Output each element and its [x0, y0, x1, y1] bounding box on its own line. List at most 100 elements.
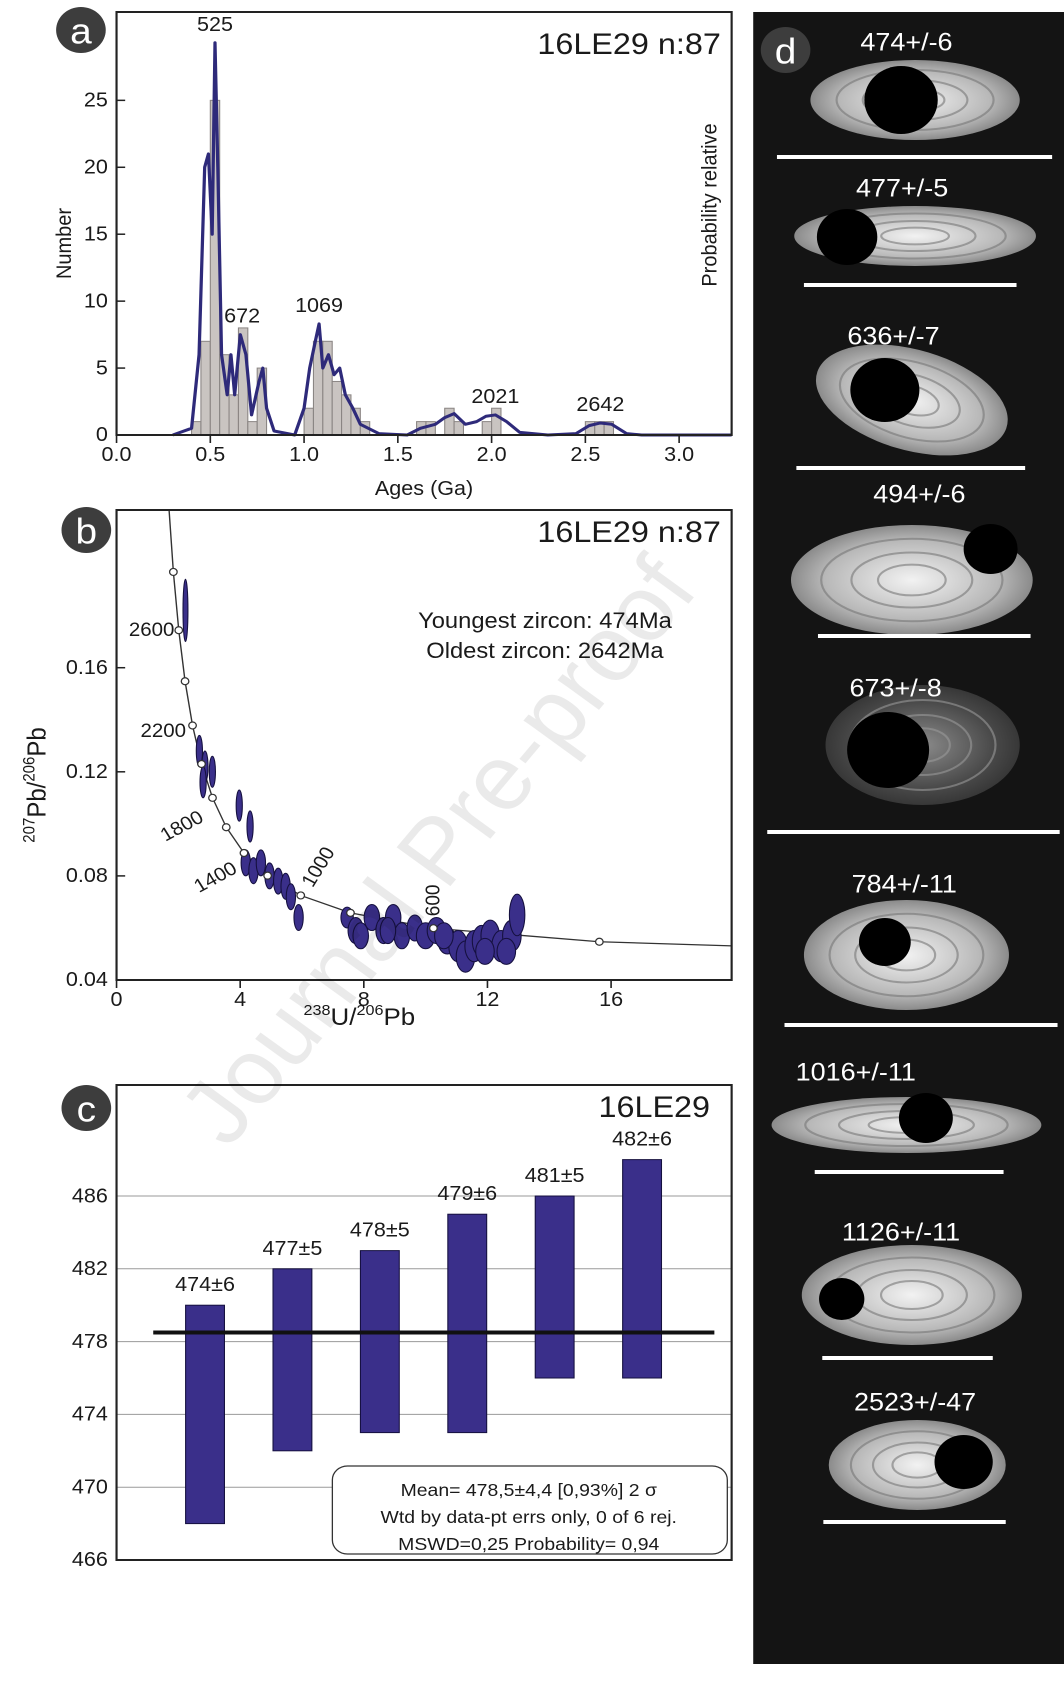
y-tick-label: 0 [96, 424, 108, 446]
y-tick-label: 474 [72, 1403, 108, 1425]
value-label: 482±6 [612, 1128, 672, 1150]
grain-age-label: 784+/-11 [852, 870, 957, 899]
data-ellipse [352, 922, 369, 950]
histogram-bar [303, 407, 314, 436]
zircon-zoning [880, 226, 951, 246]
zircon-zoning [854, 926, 959, 984]
y-tick-label: 20 [84, 156, 108, 178]
peak-label: 672 [224, 305, 260, 327]
value-label: 479±6 [437, 1183, 497, 1205]
peak-label: 1069 [295, 295, 343, 317]
y-tick-label: 466 [72, 1549, 108, 1571]
concordia-age-marker [174, 626, 184, 635]
laser-spot [864, 66, 938, 134]
stats-box [331, 1465, 728, 1555]
laser-spot [963, 524, 1018, 574]
y-tick-label: 5 [96, 357, 108, 379]
panel-label: c [77, 1089, 96, 1129]
x-tick-label: 3.0 [664, 444, 694, 466]
data-ellipse [508, 893, 526, 937]
y-tick-label: 0.08 [66, 865, 108, 887]
error-box [185, 1304, 225, 1525]
image-panel-background [753, 12, 1064, 1664]
x-tick-label: 4 [234, 989, 246, 1011]
error-box [534, 1195, 575, 1379]
laser-spot [934, 1435, 993, 1489]
x-tick-label: 1.0 [289, 444, 319, 466]
concordia-age-marker [208, 793, 217, 802]
histogram-bar [331, 380, 343, 436]
data-ellipse [434, 922, 454, 950]
zircon-zoning [850, 551, 974, 609]
value-label: 474±6 [175, 1274, 235, 1296]
zircon-zoning [879, 1280, 944, 1310]
laser-spot [850, 358, 920, 422]
y-tick-label: 15 [84, 223, 108, 245]
concordia-age-marker [263, 871, 273, 880]
peak-label: 525 [197, 13, 233, 35]
x-tick-label: 0.5 [195, 444, 225, 466]
grain-age-label: 474+/-6 [860, 28, 952, 57]
histogram-bar [247, 421, 258, 436]
zircon-zoning [838, 357, 985, 443]
histogram-bar [228, 394, 239, 436]
axis-label-part: Pb [23, 727, 52, 756]
panel-label-badge [61, 507, 112, 553]
histogram-bar [200, 340, 211, 436]
concordia-age-label: 2200 [140, 721, 186, 742]
data-ellipse [496, 937, 517, 965]
axis-label-superscript: 206 [356, 1003, 383, 1019]
x-tick-label: 0.0 [102, 444, 132, 466]
x-tick-label: 0 [111, 989, 123, 1011]
y-tick-label: 0.12 [66, 761, 108, 783]
data-ellipse [379, 917, 397, 945]
chart-title: 16LE29 [599, 1090, 711, 1124]
x-tick-label: 16 [599, 989, 623, 1011]
concordia-age-label: 1800 [157, 807, 208, 846]
zircon-zoning [876, 563, 947, 597]
x-axis-label: Ages (Ga) [375, 478, 473, 500]
data-ellipse [235, 789, 243, 822]
data-ellipse [199, 766, 207, 799]
peak-label: 2642 [576, 394, 624, 416]
panel-label-badge [760, 27, 811, 73]
probability-curve [172, 41, 732, 437]
y-tick-label: 0.04 [66, 969, 108, 991]
histogram-bar [453, 421, 465, 436]
axis-label-superscript: 206 [21, 757, 39, 782]
concordia-age-marker [346, 908, 355, 917]
concordia-age-marker [296, 891, 306, 900]
data-ellipse [475, 937, 495, 965]
grain-age-label: 494+/-6 [873, 480, 965, 509]
concordia-age-marker [594, 937, 604, 946]
chart-title: 16LE29 n:87 [537, 27, 721, 61]
data-ellipse [246, 810, 254, 843]
value-label: 477±5 [263, 1238, 323, 1260]
histogram-bar [491, 407, 502, 436]
y-tick-label: 10 [84, 290, 108, 312]
concordia-age-label: 1000 [297, 844, 340, 891]
panel-label-badge [61, 1085, 112, 1131]
concordia-age-label: 1400 [190, 858, 241, 897]
error-box [272, 1268, 313, 1452]
axis-label-superscript: 238 [304, 1003, 331, 1019]
concordia-age-label: 600 [422, 885, 445, 917]
y-axis-label: Number [53, 208, 77, 279]
concordia-age-marker [197, 759, 206, 769]
stats-line: MSWD=0,25 Probability= 0,94 [398, 1534, 659, 1554]
y-tick-label: 0.16 [66, 657, 108, 679]
plot-frame [115, 1084, 733, 1561]
grain-age-label: 477+/-5 [856, 174, 948, 203]
data-ellipse [182, 578, 189, 643]
annotation: Youngest zircon: 474Ma [418, 608, 672, 633]
plot-frame [115, 11, 733, 436]
y-tick-label: 25 [84, 89, 108, 111]
data-ellipse [208, 755, 216, 788]
error-box [359, 1250, 400, 1434]
grain-age-label: 2523+/-47 [854, 1388, 976, 1417]
concordia-age-marker [180, 677, 190, 686]
concordia-age-marker [221, 823, 231, 832]
concordia-age-label: 2600 [129, 620, 175, 641]
laser-spot [898, 1093, 953, 1143]
stats-line: Wtd by data-pt errs only, 0 of 6 rej. [381, 1507, 677, 1527]
